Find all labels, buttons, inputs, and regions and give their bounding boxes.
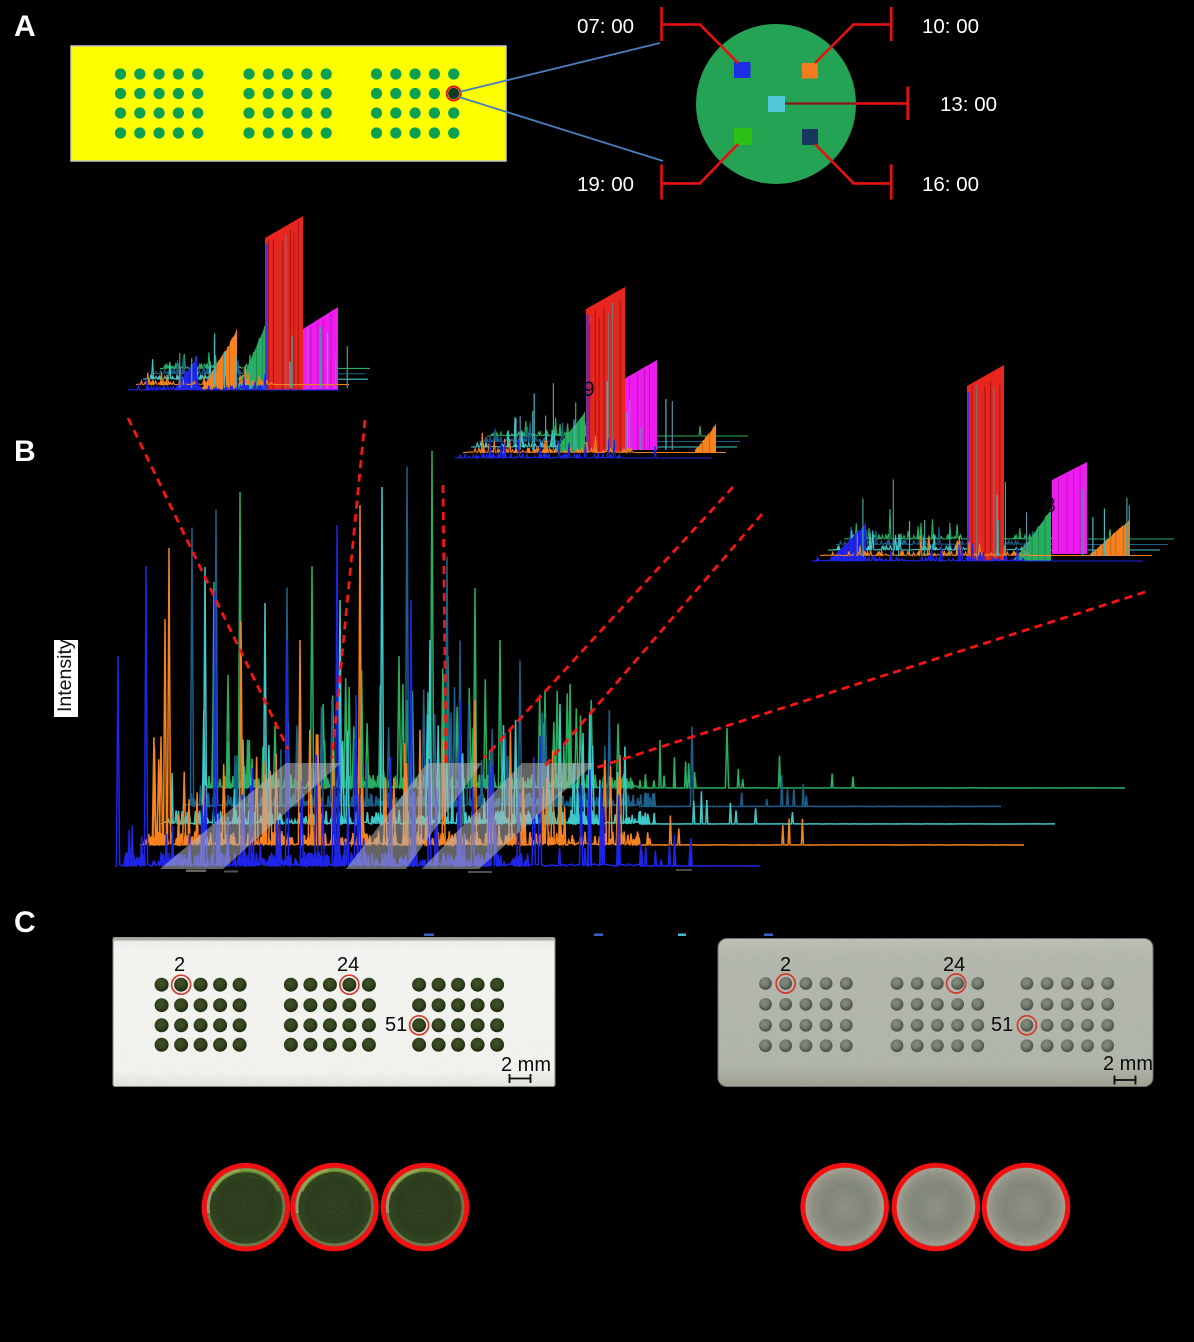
svg-text:B: B <box>14 435 36 468</box>
svg-text:A: A <box>14 10 36 43</box>
svg-text:9: 9 <box>583 378 595 401</box>
svg-text:24: 24 <box>337 954 359 976</box>
svg-text:2: 2 <box>780 954 791 976</box>
svg-text:16: 00: 16: 00 <box>922 173 979 196</box>
svg-text:Intensity: Intensity <box>54 639 76 712</box>
svg-text:2: 2 <box>174 954 185 976</box>
svg-text:19: 00: 19: 00 <box>577 173 634 196</box>
svg-text:13: 00: 13: 00 <box>940 93 997 116</box>
svg-text:C: C <box>14 906 36 939</box>
svg-text:24: 24 <box>943 954 965 976</box>
svg-text:10: 00: 10: 00 <box>922 15 979 38</box>
svg-text:07: 00: 07: 00 <box>577 15 634 38</box>
svg-text:2 mm: 2 mm <box>501 1054 551 1076</box>
svg-text:51: 51 <box>991 1014 1013 1036</box>
svg-text:2 mm: 2 mm <box>1103 1053 1153 1075</box>
svg-text:8: 8 <box>1044 494 1056 517</box>
svg-text:51: 51 <box>385 1014 407 1036</box>
